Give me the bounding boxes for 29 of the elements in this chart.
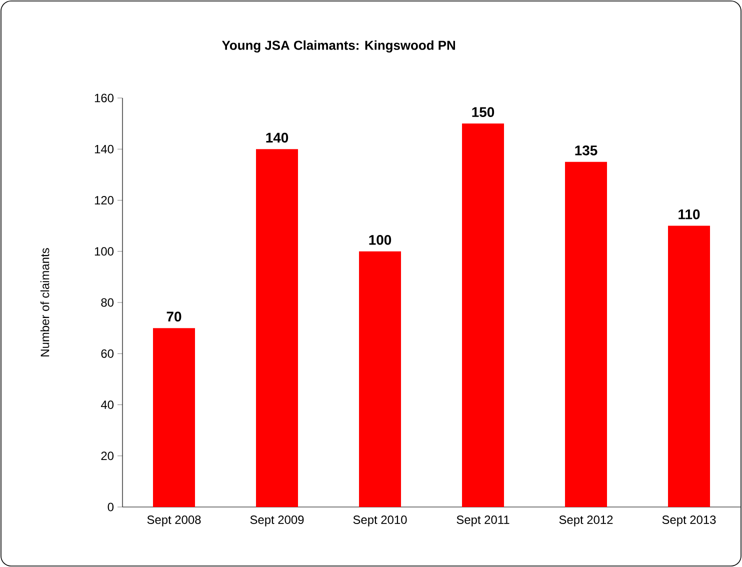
- x-tick-label: Sept 2011: [456, 516, 510, 526]
- x-tick-label: Sept 2013: [662, 516, 716, 526]
- y-tick-label: 160: [94, 94, 114, 102]
- y-tick-label: 60: [101, 349, 114, 358]
- bar: [462, 124, 504, 507]
- data-label: 110: [678, 209, 700, 220]
- chart-title: Young JSA Claimants: Kingswood PN: [222, 40, 455, 53]
- bar: [359, 251, 402, 507]
- y-tick-label: 80: [101, 298, 114, 307]
- y-tick-label: 20: [101, 452, 114, 460]
- y-tick-label: 120: [94, 196, 114, 204]
- x-tick-label: Sept 2010: [353, 516, 407, 526]
- data-label: 135: [575, 145, 598, 156]
- data-label: 100: [369, 234, 392, 245]
- bar: [256, 149, 298, 507]
- y-tick-label: 0: [108, 502, 114, 512]
- bar: [565, 162, 608, 507]
- x-tick-label: Sept 2012: [559, 516, 613, 526]
- y-tick-label: 140: [94, 144, 114, 154]
- data-label: 150: [472, 107, 494, 118]
- data-label: 70: [166, 312, 182, 322]
- bar: [153, 328, 195, 507]
- data-label: 140: [266, 132, 288, 143]
- bar: [668, 226, 710, 507]
- x-tick-label: Sept 2009: [250, 516, 304, 526]
- y-tick-label: 100: [94, 247, 114, 256]
- x-tick-label: Sept 2008: [147, 516, 201, 526]
- y-tick-label: 40: [100, 400, 114, 409]
- y-axis-title: Number of claimants: [40, 248, 50, 356]
